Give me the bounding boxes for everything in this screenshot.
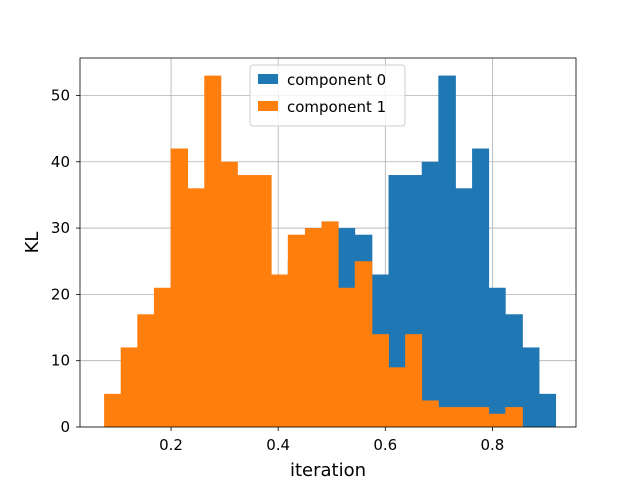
y-tick-label: 0 — [60, 418, 70, 436]
histogram-bar-series-1 — [204, 75, 222, 428]
histogram-bar-series-0 — [438, 75, 456, 428]
histogram-bar-series-0 — [388, 175, 406, 427]
histogram-bar-series-1 — [354, 261, 373, 427]
y-tick-label: 30 — [51, 219, 70, 237]
histogram-bar-series-1 — [170, 148, 189, 427]
legend-box — [249, 64, 406, 127]
histogram-bar-series-1 — [405, 334, 423, 427]
histogram-bar-series-1 — [153, 287, 171, 427]
x-tick-label: 0.2 — [159, 436, 183, 454]
histogram-bar-series-1 — [104, 393, 122, 427]
histogram-bar-series-1 — [438, 407, 456, 427]
histogram-bar-series-0 — [455, 188, 473, 427]
histogram-bar-series-0 — [522, 347, 540, 427]
histogram-bar-series-1 — [321, 221, 339, 427]
y-tick-label: 40 — [51, 153, 70, 171]
x-axis-label: iteration — [290, 460, 366, 480]
histogram-bar-series-1 — [388, 367, 406, 427]
histogram-bar-series-1 — [120, 347, 138, 427]
legend: component 0 component 1 — [249, 64, 406, 127]
histogram-bar-series-0 — [472, 148, 490, 427]
legend-label: component 0 — [287, 71, 386, 89]
y-axis-label: KL — [22, 232, 43, 254]
x-tick-label: 0.8 — [481, 436, 505, 454]
histogram-bar-series-1 — [505, 407, 523, 427]
histogram-bar-series-1 — [455, 407, 473, 427]
ticks: 0.2 0.4 0.6 0.8 0 10 20 30 40 50 — [51, 86, 504, 454]
legend-swatch — [258, 74, 278, 84]
legend-label: component 1 — [287, 98, 386, 116]
y-tick-label: 10 — [51, 352, 70, 370]
histogram-bar-series-1 — [304, 228, 322, 427]
histogram-bar-series-0 — [539, 393, 557, 427]
bars — [104, 75, 557, 428]
x-tick-label: 0.4 — [266, 436, 290, 454]
axes-frame — [79, 57, 577, 428]
histogram-bar-series-1 — [287, 234, 306, 427]
histogram-bar-series-1 — [137, 314, 155, 427]
legend-swatch — [258, 101, 278, 111]
histogram-bar-series-0 — [488, 287, 506, 427]
histogram-bar-series-1 — [220, 161, 238, 428]
histogram-bar-series-1 — [421, 400, 439, 427]
histogram-bar-series-0 — [505, 314, 523, 427]
histogram-bar-series-0 — [421, 161, 439, 428]
histogram-bar-series-1 — [371, 334, 389, 427]
x-tick-label: 0.6 — [373, 436, 397, 454]
histogram-bar-series-1 — [254, 175, 272, 427]
y-tick-label: 50 — [51, 86, 70, 104]
histogram-bar-series-1 — [472, 407, 490, 427]
histogram-bar-series-1 — [338, 287, 356, 427]
histogram-bar-series-1 — [187, 188, 205, 427]
histogram-bar-series-1 — [488, 413, 506, 427]
histogram-bar-series-1 — [271, 274, 289, 427]
y-tick-label: 20 — [51, 285, 70, 303]
histogram-bar-series-1 — [237, 175, 256, 427]
